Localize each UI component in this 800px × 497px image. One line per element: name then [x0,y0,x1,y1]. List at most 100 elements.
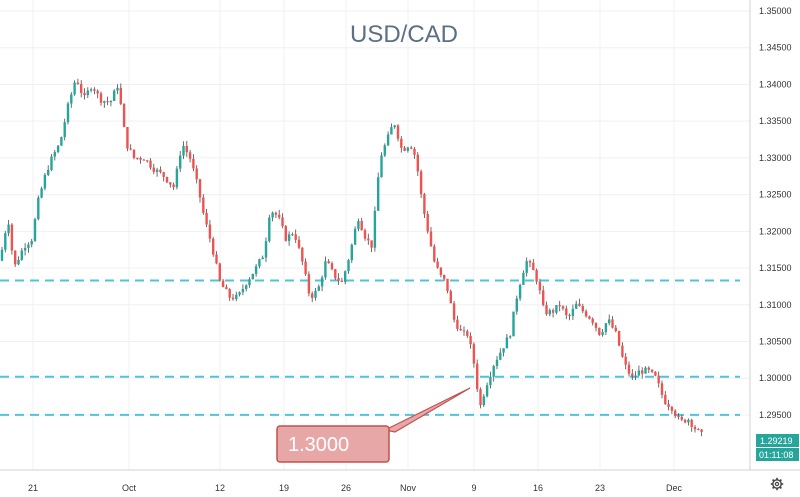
candle-body [73,82,76,95]
candle-body [20,250,23,260]
candle-body [512,311,515,337]
candle-body [611,319,614,328]
candle-body [317,286,320,291]
candle-body [627,364,631,374]
candle-body [347,260,350,272]
price-tick-label: 1.30500 [759,336,792,346]
candle-body [119,87,122,104]
candle-body [320,277,324,287]
candle-body [132,149,136,158]
candle-body [4,233,7,250]
candle-body [70,94,73,104]
candle-body [373,210,377,248]
candle-body [175,168,179,188]
candle-body [413,148,416,155]
candle-body [278,214,281,218]
candle-body [281,217,284,227]
candle-body [664,394,667,405]
candle-body [340,280,344,282]
candle-body [314,290,317,298]
candle-body [129,148,132,150]
candle-body [452,303,456,320]
candle-body [122,103,126,128]
candle-body [205,212,208,225]
candle-body [225,287,228,290]
candle-body [406,147,410,151]
candle-body [670,406,674,411]
candle-body [17,259,20,265]
candle-body [287,234,291,241]
price-tick-label: 1.34500 [759,43,792,53]
candle-body [555,305,558,313]
candle-body [370,240,373,248]
candle-body [245,285,248,289]
candle-body [644,367,647,374]
candle-body [301,247,304,262]
settings-gear-icon[interactable] [770,477,784,491]
date-tick-label: Oct [122,483,137,493]
candle-body [337,278,340,281]
candle-body [634,375,637,377]
candle-body [522,272,525,285]
candle-body [251,273,254,280]
date-tick-label: Dec [666,483,683,493]
candle-body [182,145,185,156]
candle-body [558,305,561,307]
candle-body [462,330,466,332]
candle-body [169,182,172,185]
candle-body [683,419,687,423]
candle-body [581,306,584,312]
candle-body [202,197,205,213]
candle-body [383,145,386,156]
candle-body [403,147,406,151]
candle-body [212,238,215,255]
candle-body [47,169,50,175]
candle-body [344,271,347,282]
candle-body [449,291,452,304]
candle-body [571,308,575,317]
candle-body [416,154,419,172]
candle-body [525,261,528,273]
candle-body [650,369,654,372]
candle-body [575,303,578,309]
candle-body [657,375,660,384]
candle-body [162,172,165,177]
candle-body [152,167,155,172]
candle-body [426,213,429,232]
candle-body [27,244,30,248]
candle-body [423,194,426,214]
candle-body [386,134,390,146]
candle-body [693,426,697,430]
candle-body [492,366,495,377]
candle-body [109,100,113,103]
candle-body [136,157,139,159]
countdown-badge [756,448,799,461]
candle-body [690,419,693,427]
candle-body [103,101,106,103]
candle-body [159,169,162,173]
candle-body [680,416,683,420]
candle-body [195,168,198,180]
support-resistance-levels [0,279,740,416]
candle-body [350,244,353,261]
candle-body [518,284,522,299]
candle-body [188,152,192,159]
candle-body [10,224,14,251]
candle-body [456,319,459,329]
candle-body [155,169,159,172]
candle-body [380,155,383,178]
candle-body [142,159,146,161]
candle-body [410,147,413,149]
candle-body [66,103,70,123]
candle-body [56,145,60,153]
price-tick-label: 1.31500 [759,263,792,273]
candle-body [80,84,83,93]
candle-body [284,226,287,241]
candle-body [578,303,581,307]
candle-body [99,93,103,103]
candle-body [548,310,551,315]
candle-body [294,234,297,240]
price-tick-label: 1.34000 [759,79,792,89]
candle-body [396,125,400,139]
price-tick-label: 1.35000 [759,6,792,16]
